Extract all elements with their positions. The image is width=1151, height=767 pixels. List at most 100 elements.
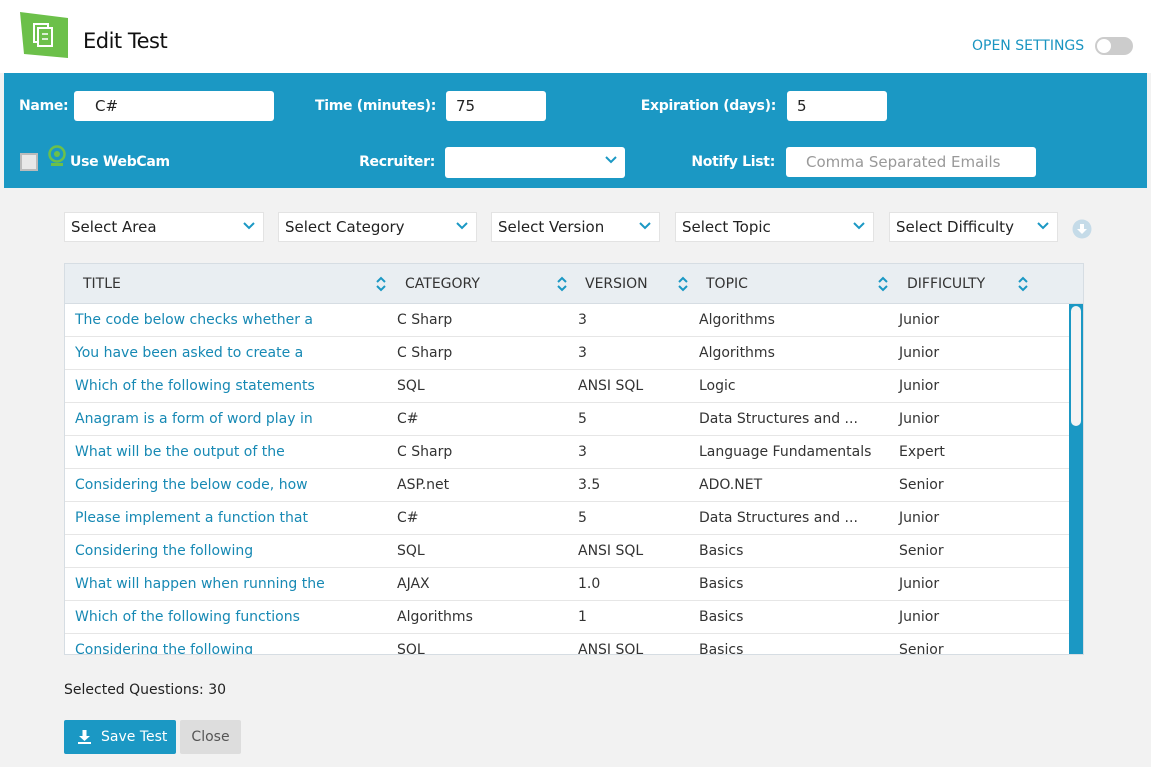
table-row[interactable]: Please implement a function that C# 5 Data … bbox=[65, 502, 1069, 535]
table-cell: Senior bbox=[899, 642, 944, 655]
table-cell: ADO.NET bbox=[699, 477, 763, 493]
table-row[interactable]: Which of the following statements SQL ANSI… bbox=[65, 370, 1069, 403]
expiration-label: Expiration (days): bbox=[640, 98, 777, 114]
table-cell: Algorithms bbox=[699, 345, 775, 361]
table-cell: ASP.net bbox=[397, 477, 450, 493]
table-cell: Logic bbox=[699, 378, 736, 394]
name-label: Name: bbox=[19, 98, 69, 114]
table-cell: SQL bbox=[397, 642, 425, 655]
sort-icon[interactable] bbox=[556, 276, 568, 292]
filter-select[interactable]: Select Category bbox=[278, 212, 477, 242]
table-row[interactable]: Considering the below code, how ASP.net 3.… bbox=[65, 469, 1069, 502]
column-header: TITLE bbox=[83, 276, 121, 292]
table-cell: ANSI SQL bbox=[578, 642, 644, 655]
table-cell: Basics bbox=[699, 576, 744, 592]
table-cell: 3 bbox=[578, 444, 587, 460]
column-header: TOPIC bbox=[706, 276, 748, 292]
question-title[interactable]: Which of the following statements bbox=[75, 378, 315, 394]
table-cell: 3 bbox=[578, 312, 587, 328]
filter-select[interactable]: Select Version bbox=[491, 212, 660, 242]
download-icon[interactable] bbox=[1072, 219, 1092, 239]
filter-label: Select Category bbox=[285, 218, 405, 236]
expiration-input[interactable]: 5 bbox=[787, 91, 887, 121]
table-cell: AJAX bbox=[397, 576, 430, 592]
table-cell: Algorithms bbox=[397, 609, 473, 625]
header: Edit Test OPEN SETTINGS bbox=[0, 0, 1151, 73]
table-cell: 1 bbox=[578, 609, 587, 625]
table-cell: SQL bbox=[397, 378, 425, 394]
time-label: Time (minutes): bbox=[314, 98, 436, 114]
table-cell: C# bbox=[397, 510, 419, 526]
table-cell: Basics bbox=[699, 543, 744, 559]
webcam-checkbox[interactable] bbox=[20, 153, 38, 171]
question-title[interactable]: Please implement a function that bbox=[75, 510, 308, 526]
sort-icon[interactable] bbox=[1017, 276, 1029, 292]
table-cell: SQL bbox=[397, 543, 425, 559]
table-row[interactable]: The code below checks whether a C Sharp 3 A… bbox=[65, 304, 1069, 337]
table-row[interactable]: You have been asked to create a C Sharp 3 A… bbox=[65, 337, 1069, 370]
table-row[interactable]: What will be the output of the C Sharp 3 La… bbox=[65, 436, 1069, 469]
save-button[interactable]: Save Test bbox=[64, 720, 176, 754]
table-cell: Basics bbox=[699, 642, 744, 655]
scrollbar[interactable] bbox=[1069, 304, 1083, 654]
table-row[interactable]: Which of the following functions Algorith… bbox=[65, 601, 1069, 634]
filter-label: Select Topic bbox=[682, 218, 771, 236]
selected-questions: Selected Questions: 30 bbox=[64, 682, 226, 698]
form-band: Name: C# Time (minutes): 75 Expiration (… bbox=[4, 73, 1147, 188]
filter-label: Select Difficulty bbox=[896, 218, 1014, 236]
table-cell: Junior bbox=[899, 609, 940, 625]
table-cell: Junior bbox=[899, 312, 940, 328]
table-row[interactable]: Anagram is a form of word play in C# 5 Data… bbox=[65, 403, 1069, 436]
table-cell: Junior bbox=[899, 345, 940, 361]
table-row[interactable]: Considering the following SQL ANSI SQL Basi… bbox=[65, 535, 1069, 568]
table-cell: C Sharp bbox=[397, 345, 453, 361]
column-header: CATEGORY bbox=[405, 276, 480, 292]
question-title[interactable]: Anagram is a form of word play in bbox=[75, 411, 313, 427]
table-cell: 3 bbox=[578, 345, 587, 361]
selected-count: 30 bbox=[208, 682, 227, 698]
table-cell: C Sharp bbox=[397, 312, 453, 328]
question-title[interactable]: What will happen when running the bbox=[75, 576, 325, 592]
close-button[interactable]: Close bbox=[180, 720, 241, 754]
table-cell: Junior bbox=[899, 411, 940, 427]
filter-select[interactable]: Select Topic bbox=[675, 212, 874, 242]
settings-toggle[interactable] bbox=[1095, 37, 1133, 55]
column-header: DIFFICULTY bbox=[907, 276, 986, 292]
logo bbox=[20, 12, 68, 58]
table-row[interactable]: Considering the following SQL ANSI SQL Basi… bbox=[65, 634, 1069, 655]
settings-link[interactable]: OPEN SETTINGS bbox=[972, 38, 1085, 54]
sort-icon[interactable] bbox=[677, 276, 689, 292]
table-cell: 3.5 bbox=[578, 477, 601, 493]
table-cell: ANSI SQL bbox=[578, 378, 644, 394]
sort-icon[interactable] bbox=[877, 276, 889, 292]
table-cell: Data Structures and ... bbox=[699, 510, 858, 526]
filter-label: Select Area bbox=[71, 218, 157, 236]
filter-select[interactable]: Select Area bbox=[64, 212, 264, 242]
question-title[interactable]: You have been asked to create a bbox=[75, 345, 304, 361]
table-cell: Junior bbox=[899, 378, 940, 394]
recruiter-select[interactable] bbox=[445, 147, 625, 178]
recruiter-label: Recruiter: bbox=[359, 154, 435, 170]
sort-icon[interactable] bbox=[375, 276, 387, 292]
table-cell: Algorithms bbox=[699, 312, 775, 328]
question-title[interactable]: Considering the below code, how bbox=[75, 477, 308, 493]
table-cell: C Sharp bbox=[397, 444, 453, 460]
question-title[interactable]: Considering the following bbox=[75, 642, 254, 655]
table-cell: Language Fundamentals bbox=[699, 444, 872, 460]
filter-select[interactable]: Select Difficulty bbox=[889, 212, 1058, 242]
table-cell: 5 bbox=[578, 510, 587, 526]
notify-input[interactable]: Comma Separated Emails bbox=[786, 147, 1036, 177]
name-input[interactable]: C# bbox=[74, 91, 274, 121]
question-title[interactable]: Which of the following functions bbox=[75, 609, 300, 625]
question-title[interactable]: The code below checks whether a bbox=[75, 312, 313, 328]
time-input[interactable]: 75 bbox=[446, 91, 546, 121]
column-header: VERSION bbox=[585, 276, 648, 292]
table-header: TITLE CATEGORY VERSION TOPIC DIFFICULTY bbox=[65, 264, 1083, 304]
table-cell: 1.0 bbox=[578, 576, 601, 592]
table-row[interactable]: What will happen when running the AJAX 1.0… bbox=[65, 568, 1069, 601]
table-cell: Basics bbox=[699, 609, 744, 625]
question-title[interactable]: Considering the following bbox=[75, 543, 254, 559]
question-title[interactable]: What will be the output of the bbox=[75, 444, 285, 460]
save-label: Save Test bbox=[101, 729, 168, 745]
